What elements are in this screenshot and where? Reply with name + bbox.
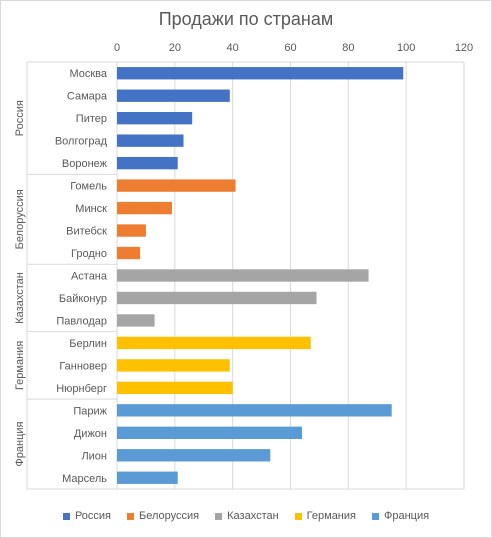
group-label: Германия xyxy=(14,341,26,390)
category-label: Дижон xyxy=(74,428,107,440)
legend-swatch xyxy=(215,512,223,520)
legend-label: Россия xyxy=(74,510,112,522)
group-label: Белоруссия xyxy=(14,189,26,249)
legend-label: Германия xyxy=(306,510,356,522)
bar xyxy=(117,246,141,260)
category-label: Марсель xyxy=(62,473,107,485)
bar xyxy=(117,67,404,80)
bar xyxy=(117,224,146,237)
legend-item: Казахстан xyxy=(215,510,279,522)
category-label: Берлин xyxy=(69,338,107,350)
category-label: Астана xyxy=(71,271,108,283)
legend-swatch xyxy=(127,512,135,520)
bar xyxy=(117,179,236,192)
bar xyxy=(117,359,230,372)
bar xyxy=(117,336,311,350)
category-label: Париж xyxy=(73,405,107,417)
category-label: Нюрнберг xyxy=(56,383,107,395)
group-label: Франция xyxy=(14,421,26,466)
chart-legend: Россия Белоруссия Казахстан Германия Франция xyxy=(0,510,492,522)
bar xyxy=(117,471,178,484)
bar xyxy=(117,404,392,417)
legend-label: Франция xyxy=(383,510,430,522)
x-tick-label: 40 xyxy=(227,42,239,54)
x-tick-label: 100 xyxy=(397,42,415,54)
bar xyxy=(117,381,233,395)
legend-item: Германия xyxy=(294,510,356,522)
category-label: Гродно xyxy=(71,248,107,260)
legend-item: Франция xyxy=(371,510,430,522)
bar xyxy=(117,426,303,439)
category-label: Воронеж xyxy=(62,158,108,170)
legend-item: Россия xyxy=(62,510,112,522)
category-label: Волгоград xyxy=(55,136,108,148)
group-label: Россия xyxy=(14,100,26,136)
bar xyxy=(117,291,317,305)
legend-item: Белоруссия xyxy=(127,510,199,522)
group-label: Казахстан xyxy=(14,272,26,324)
category-label: Лион xyxy=(81,450,107,462)
bar xyxy=(117,134,184,147)
legend-swatch xyxy=(371,512,379,520)
bar xyxy=(117,156,178,170)
x-tick-label: 60 xyxy=(284,42,296,54)
category-label: Питер xyxy=(76,113,107,125)
category-label: Витебск xyxy=(66,226,107,238)
bar xyxy=(117,449,271,462)
x-tick-label: 80 xyxy=(342,42,354,54)
category-label: Самара xyxy=(67,91,108,103)
legend-swatch xyxy=(294,512,302,520)
chart-title: Продажи по странам xyxy=(158,9,334,29)
legend-label: Белоруссия xyxy=(139,510,200,522)
bar xyxy=(117,314,155,327)
category-label: Гомель xyxy=(70,181,107,193)
category-label: Минск xyxy=(75,203,107,215)
x-tick-label: 0 xyxy=(114,42,120,54)
bar xyxy=(117,201,172,215)
bar xyxy=(117,269,369,282)
x-tick-label: 120 xyxy=(455,42,473,54)
legend-swatch xyxy=(62,512,70,520)
category-label: Павлодар xyxy=(56,315,107,327)
bar xyxy=(117,112,193,125)
bar xyxy=(117,89,230,102)
category-label: Ганновер xyxy=(59,360,107,372)
x-tick-label: 20 xyxy=(169,42,181,54)
category-label: Байконур xyxy=(59,293,107,305)
category-label: Москва xyxy=(69,68,107,80)
legend-label: Казахстан xyxy=(227,510,279,522)
